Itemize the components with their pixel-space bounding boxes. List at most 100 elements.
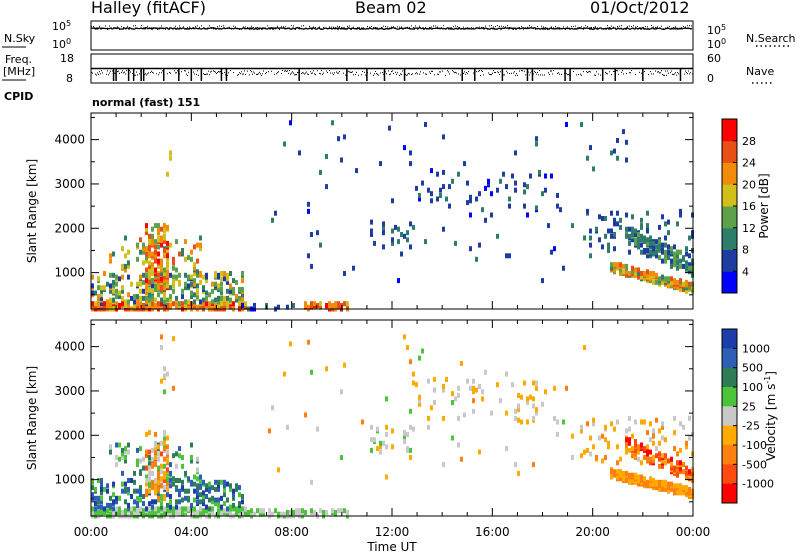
data-cell <box>466 180 469 186</box>
data-cell <box>610 262 613 268</box>
data-cell <box>118 294 121 300</box>
data-cell <box>202 508 205 514</box>
data-cell <box>430 405 433 411</box>
data-cell <box>145 431 148 437</box>
data-cell <box>154 478 157 483</box>
nsearch-point <box>229 26 230 28</box>
data-cell <box>340 455 343 460</box>
data-cell <box>277 511 280 517</box>
nsearch-point <box>321 28 322 30</box>
data-cell <box>187 495 190 501</box>
data-cell <box>136 458 139 464</box>
nave-point <box>311 72 312 74</box>
nave-point <box>106 73 107 75</box>
data-cell <box>670 465 673 471</box>
nsearch-point <box>691 25 692 27</box>
data-cell <box>115 288 118 294</box>
data-cell <box>115 455 118 460</box>
scatter-cells <box>91 334 694 519</box>
data-cell <box>166 508 169 514</box>
nave-point <box>551 70 552 72</box>
nave-point <box>150 72 151 73</box>
data-cell <box>184 495 187 501</box>
data-cell <box>307 339 310 345</box>
data-cell <box>202 511 205 517</box>
data-cell <box>673 483 676 489</box>
data-cell <box>676 460 679 466</box>
nave-point <box>126 70 127 72</box>
nsearch-point <box>571 26 572 28</box>
data-cell <box>679 486 682 492</box>
nave-point <box>348 70 349 72</box>
data-cell <box>196 304 199 310</box>
nsearch-point <box>225 28 226 29</box>
nsearch-point <box>449 28 450 30</box>
data-cell <box>163 366 166 372</box>
data-cell <box>154 223 157 229</box>
data-cell <box>205 483 208 489</box>
data-cell <box>649 249 652 255</box>
nsearch-point <box>131 28 132 30</box>
colorbar-swatch <box>722 464 737 485</box>
data-cell <box>121 488 124 494</box>
data-cell <box>592 417 595 423</box>
data-cell <box>307 201 310 207</box>
data-cell <box>316 230 319 236</box>
nsearch-point <box>149 27 150 29</box>
data-cell <box>139 288 142 294</box>
colorbar-swatch <box>722 206 737 229</box>
data-cell <box>484 217 487 223</box>
data-cell <box>448 203 451 209</box>
data-cell <box>106 281 109 287</box>
data-cell <box>145 290 148 296</box>
nave-point <box>99 71 100 73</box>
data-cell <box>409 161 412 167</box>
data-cell <box>208 488 211 494</box>
data-cell <box>625 157 628 163</box>
data-cell <box>625 447 628 453</box>
data-cell <box>604 216 607 221</box>
data-cell <box>652 458 655 464</box>
nsearch-point <box>647 26 648 28</box>
data-cell <box>436 171 439 177</box>
data-cell <box>157 456 160 462</box>
nave-point <box>500 71 501 73</box>
nsearch-point <box>393 26 394 28</box>
data-cell <box>370 228 373 234</box>
data-cell <box>442 384 445 389</box>
nsearch-point <box>353 26 354 28</box>
data-cell <box>514 180 517 186</box>
data-cell <box>634 447 637 453</box>
data-cell <box>427 424 430 430</box>
nave-point <box>258 73 259 75</box>
data-cell <box>616 138 619 143</box>
data-cell <box>661 421 664 427</box>
data-cell <box>625 476 628 482</box>
nave-point <box>583 71 584 73</box>
data-cell <box>442 387 445 393</box>
data-cell <box>403 430 406 436</box>
data-cell <box>163 435 166 441</box>
nsearch-point <box>197 25 198 27</box>
nave-point <box>454 72 455 74</box>
data-cell <box>292 510 295 515</box>
nave-point <box>225 74 226 76</box>
nave-point <box>568 74 569 75</box>
data-cell <box>418 401 421 407</box>
data-cell <box>151 499 154 505</box>
colorbar-swatch <box>722 425 737 446</box>
nsearch-point <box>171 27 172 29</box>
data-cell <box>235 483 238 489</box>
data-cell <box>148 501 151 507</box>
nave-point <box>635 74 636 75</box>
data-cell <box>235 294 238 300</box>
data-cell <box>223 301 226 307</box>
nave-point <box>514 71 515 73</box>
data-cell <box>382 221 385 227</box>
data-cell <box>307 304 310 310</box>
nave-point <box>153 72 154 74</box>
nsearch-point <box>465 28 466 30</box>
nsearch-point <box>627 26 628 28</box>
